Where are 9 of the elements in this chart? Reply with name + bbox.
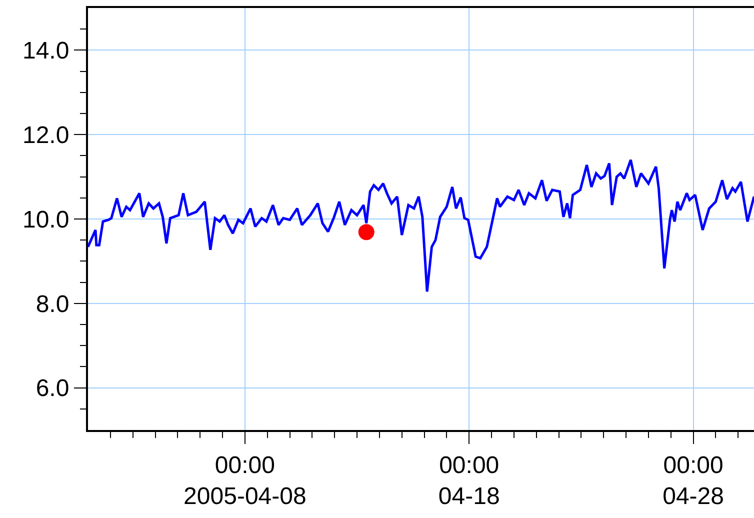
x-tick-label: 00:00 04-18 (438, 452, 500, 510)
line-series (88, 158, 754, 293)
x-tick-label: 00:00 04-28 (662, 452, 724, 510)
y-tick-label: 8.0 (36, 290, 70, 318)
y-tick-label: 10.0 (22, 206, 70, 234)
y-tick-label: 12.0 (22, 122, 70, 149)
y-tick-label: 14.0 (22, 38, 70, 65)
y-tick-label: 6.0 (36, 375, 70, 402)
x-tick-label: 00:00 2005-04-08 (184, 452, 306, 510)
